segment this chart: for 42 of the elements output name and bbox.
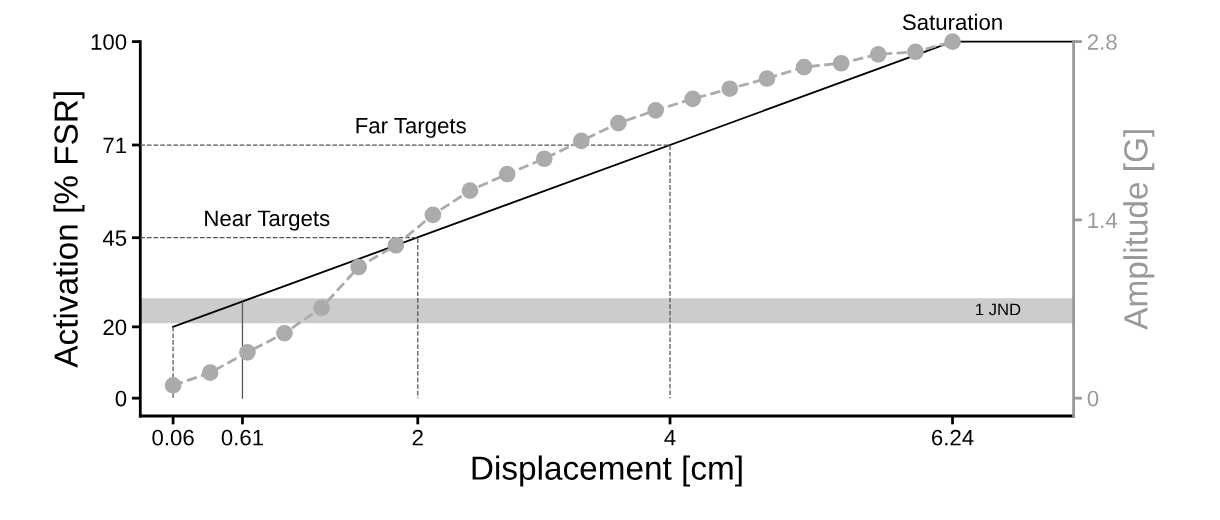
y2-tick-label: 1.4 bbox=[1088, 212, 1118, 228]
y2-tick-label: 0 bbox=[1087, 390, 1099, 407]
point bbox=[907, 43, 924, 61]
point bbox=[795, 58, 813, 76]
point bbox=[313, 299, 330, 317]
point bbox=[944, 33, 961, 50]
y-tick-label: 0 bbox=[115, 390, 127, 407]
point bbox=[164, 377, 182, 394]
point bbox=[610, 114, 627, 132]
y-tick-label: 100 bbox=[91, 34, 127, 50]
y-tick-label: 71 bbox=[103, 137, 127, 154]
point bbox=[573, 132, 590, 150]
point bbox=[387, 237, 405, 254]
point bbox=[832, 54, 850, 72]
point bbox=[647, 102, 664, 119]
point bbox=[535, 150, 553, 168]
point bbox=[276, 324, 293, 342]
point bbox=[201, 364, 219, 382]
point bbox=[461, 182, 479, 199]
annotation: Saturation bbox=[902, 13, 1002, 31]
y-tick-label: 20 bbox=[103, 319, 127, 336]
point bbox=[498, 165, 516, 183]
point bbox=[424, 206, 442, 224]
x-tick-label: 6.24 bbox=[932, 429, 974, 446]
point bbox=[239, 343, 256, 361]
x-tick-label: 0.06 bbox=[152, 429, 194, 446]
point bbox=[758, 70, 776, 87]
y-tick-label: 45 bbox=[102, 230, 127, 246]
annotation: Far Targets bbox=[356, 117, 466, 138]
x-tick-label: 4 bbox=[664, 430, 676, 446]
point bbox=[350, 258, 367, 276]
x-tick-label: 0.61 bbox=[221, 429, 263, 446]
annotation: Near Targets bbox=[205, 210, 330, 231]
y2-tick-label: 2.8 bbox=[1087, 34, 1117, 50]
x-axis-title: Displacement [cm] bbox=[472, 455, 742, 487]
point bbox=[869, 46, 887, 63]
point bbox=[721, 80, 739, 98]
y2-axis-title: Amplitude [G] bbox=[1123, 130, 1155, 330]
point bbox=[684, 90, 702, 108]
x-tick-label: 2 bbox=[412, 429, 423, 446]
band-label: 1 JND bbox=[976, 303, 1021, 316]
y-axis-title: Activation [% FSR] bbox=[53, 92, 85, 368]
